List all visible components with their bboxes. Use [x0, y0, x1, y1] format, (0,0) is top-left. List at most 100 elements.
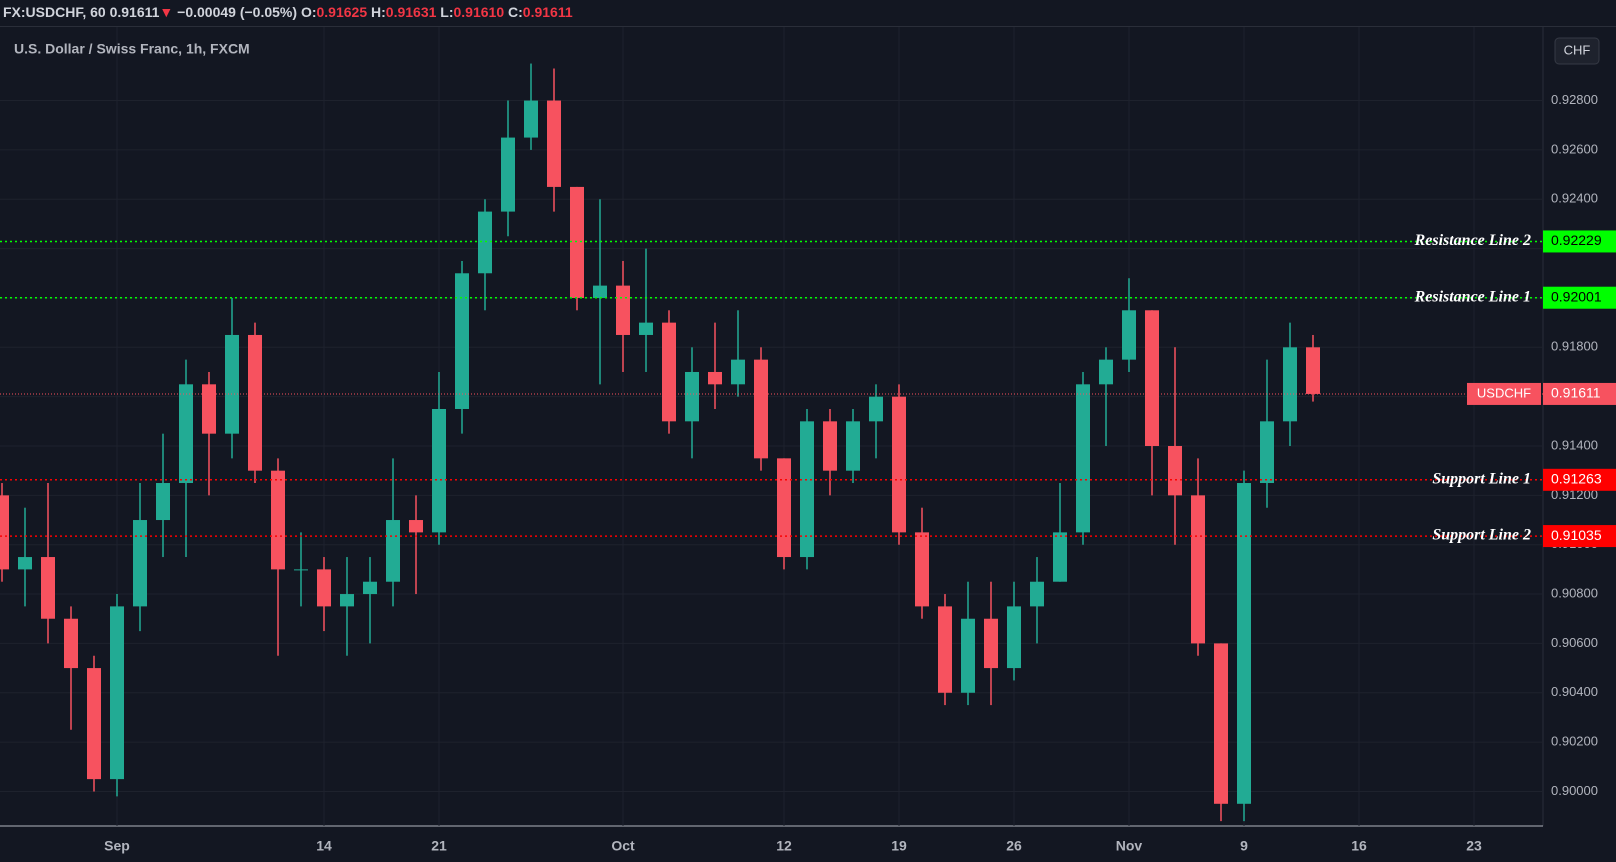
candle-body — [1168, 446, 1182, 496]
last-price-badge — [1543, 382, 1616, 405]
candle-body — [524, 100, 538, 138]
candle-body — [1053, 532, 1067, 582]
y-tick-label: 0.90200 — [1551, 734, 1598, 749]
candle-body — [455, 273, 469, 409]
x-tick-label: Nov — [1116, 838, 1143, 854]
candle-body — [1237, 483, 1251, 804]
last-price-name: USDCHF — [1477, 385, 1531, 400]
candle-body — [271, 470, 285, 570]
level-value: 0.91263 — [1551, 471, 1602, 487]
candle-body — [363, 581, 377, 595]
candle-body — [616, 285, 630, 335]
candle-body — [708, 371, 722, 385]
currency-badge[interactable] — [1554, 37, 1600, 65]
ohlc-label: O: — [300, 4, 317, 20]
candle-body — [1099, 359, 1113, 385]
candle-body — [639, 322, 653, 335]
ohlc-label: L: — [440, 4, 454, 20]
level-badge — [1543, 230, 1616, 253]
candle-body — [800, 421, 814, 558]
last-price-name-badge — [1467, 382, 1541, 405]
candle-body — [156, 483, 170, 521]
candle-body — [1283, 347, 1297, 422]
candle-body — [87, 668, 101, 780]
level-value: 0.92229 — [1551, 232, 1602, 248]
candle-body — [179, 384, 193, 484]
candle-body — [294, 569, 308, 571]
x-tick-label: 9 — [1240, 838, 1248, 854]
y-tick-label: 0.90600 — [1551, 635, 1598, 650]
y-tick-label: 0.90800 — [1551, 585, 1598, 600]
y-tick-label: 0.90000 — [1551, 783, 1598, 798]
candle-body — [18, 557, 32, 570]
candle-body — [340, 594, 354, 607]
candle-body — [892, 396, 906, 533]
candle-body — [731, 359, 745, 385]
candle-body — [248, 334, 262, 471]
x-tick-label: 23 — [1466, 838, 1482, 854]
ohlc-value: 0.91631 — [385, 4, 437, 20]
candle-body — [915, 532, 929, 607]
candle-body — [317, 569, 331, 607]
candle-body — [41, 557, 55, 619]
candle-body — [547, 100, 561, 187]
candle-body — [225, 334, 239, 434]
y-tick-label: 0.91800 — [1551, 339, 1598, 354]
level-value: 0.92001 — [1551, 288, 1602, 304]
candle-body — [1260, 421, 1274, 484]
chart-title: U.S. Dollar / Swiss Franc, 1h, FXCM — [14, 41, 250, 57]
currency[interactable]: CHF — [1564, 42, 1591, 57]
candle-body — [133, 520, 147, 607]
candle-body — [662, 322, 676, 422]
header: FX:USDCHF, 60 0.91611▼ −0.00049 (−0.05%)… — [0, 0, 1616, 27]
candle-body — [570, 186, 584, 298]
x-tick-label: 26 — [1006, 838, 1022, 854]
ohlc-value: 0.91610 — [453, 4, 505, 20]
candle-body — [1030, 581, 1044, 607]
down-arrow: ▼ — [159, 4, 174, 20]
candle-body — [1007, 606, 1021, 669]
symbol: FX:USDCHF, 60 — [3, 4, 106, 20]
level-name: Support Line 1 — [1432, 470, 1531, 487]
candle-body — [869, 396, 883, 422]
level-badge — [1543, 525, 1616, 548]
candle-body — [202, 384, 216, 434]
candle-body — [984, 618, 998, 669]
candle-body — [110, 606, 124, 780]
ohlc-label: H: — [371, 4, 386, 20]
candle-body — [846, 421, 860, 471]
y-tick-label: 0.90400 — [1551, 684, 1598, 699]
x-tick-label: 21 — [431, 838, 447, 854]
y-tick-label: 0.92400 — [1551, 191, 1598, 206]
x-tick-label: 19 — [891, 838, 907, 854]
level-name: Resistance Line 1 — [1414, 288, 1531, 305]
level-name: Support Line 2 — [1432, 527, 1531, 544]
level-name: Resistance Line 2 — [1414, 232, 1531, 249]
candle-body — [823, 421, 837, 471]
level-badge — [1543, 468, 1616, 491]
candle-body — [685, 371, 699, 422]
x-tick-label: Oct — [611, 838, 635, 854]
change: −0.00049 (−0.05%) — [177, 4, 298, 20]
level-value: 0.91035 — [1551, 527, 1602, 543]
candle-body — [409, 520, 423, 533]
last-price: 0.91611 — [109, 4, 160, 20]
candle-body — [432, 408, 446, 533]
candle-body — [501, 137, 515, 212]
x-tick-label: 12 — [776, 838, 792, 854]
candle-body — [961, 618, 975, 693]
candle-body — [0, 495, 9, 570]
candle-body — [64, 618, 78, 669]
ohlc-value: 0.91611 — [522, 4, 573, 20]
candle-body — [1076, 384, 1090, 533]
candle-body — [938, 606, 952, 693]
y-tick-label: 0.91400 — [1551, 437, 1598, 452]
level-badge — [1543, 286, 1616, 309]
ohlc-value: 0.91625 — [316, 4, 368, 20]
x-tick-label: 14 — [316, 838, 332, 854]
candle-body — [1122, 310, 1136, 360]
candle-body — [754, 359, 768, 459]
candle-body — [478, 211, 492, 274]
candle-body — [1306, 347, 1320, 394]
